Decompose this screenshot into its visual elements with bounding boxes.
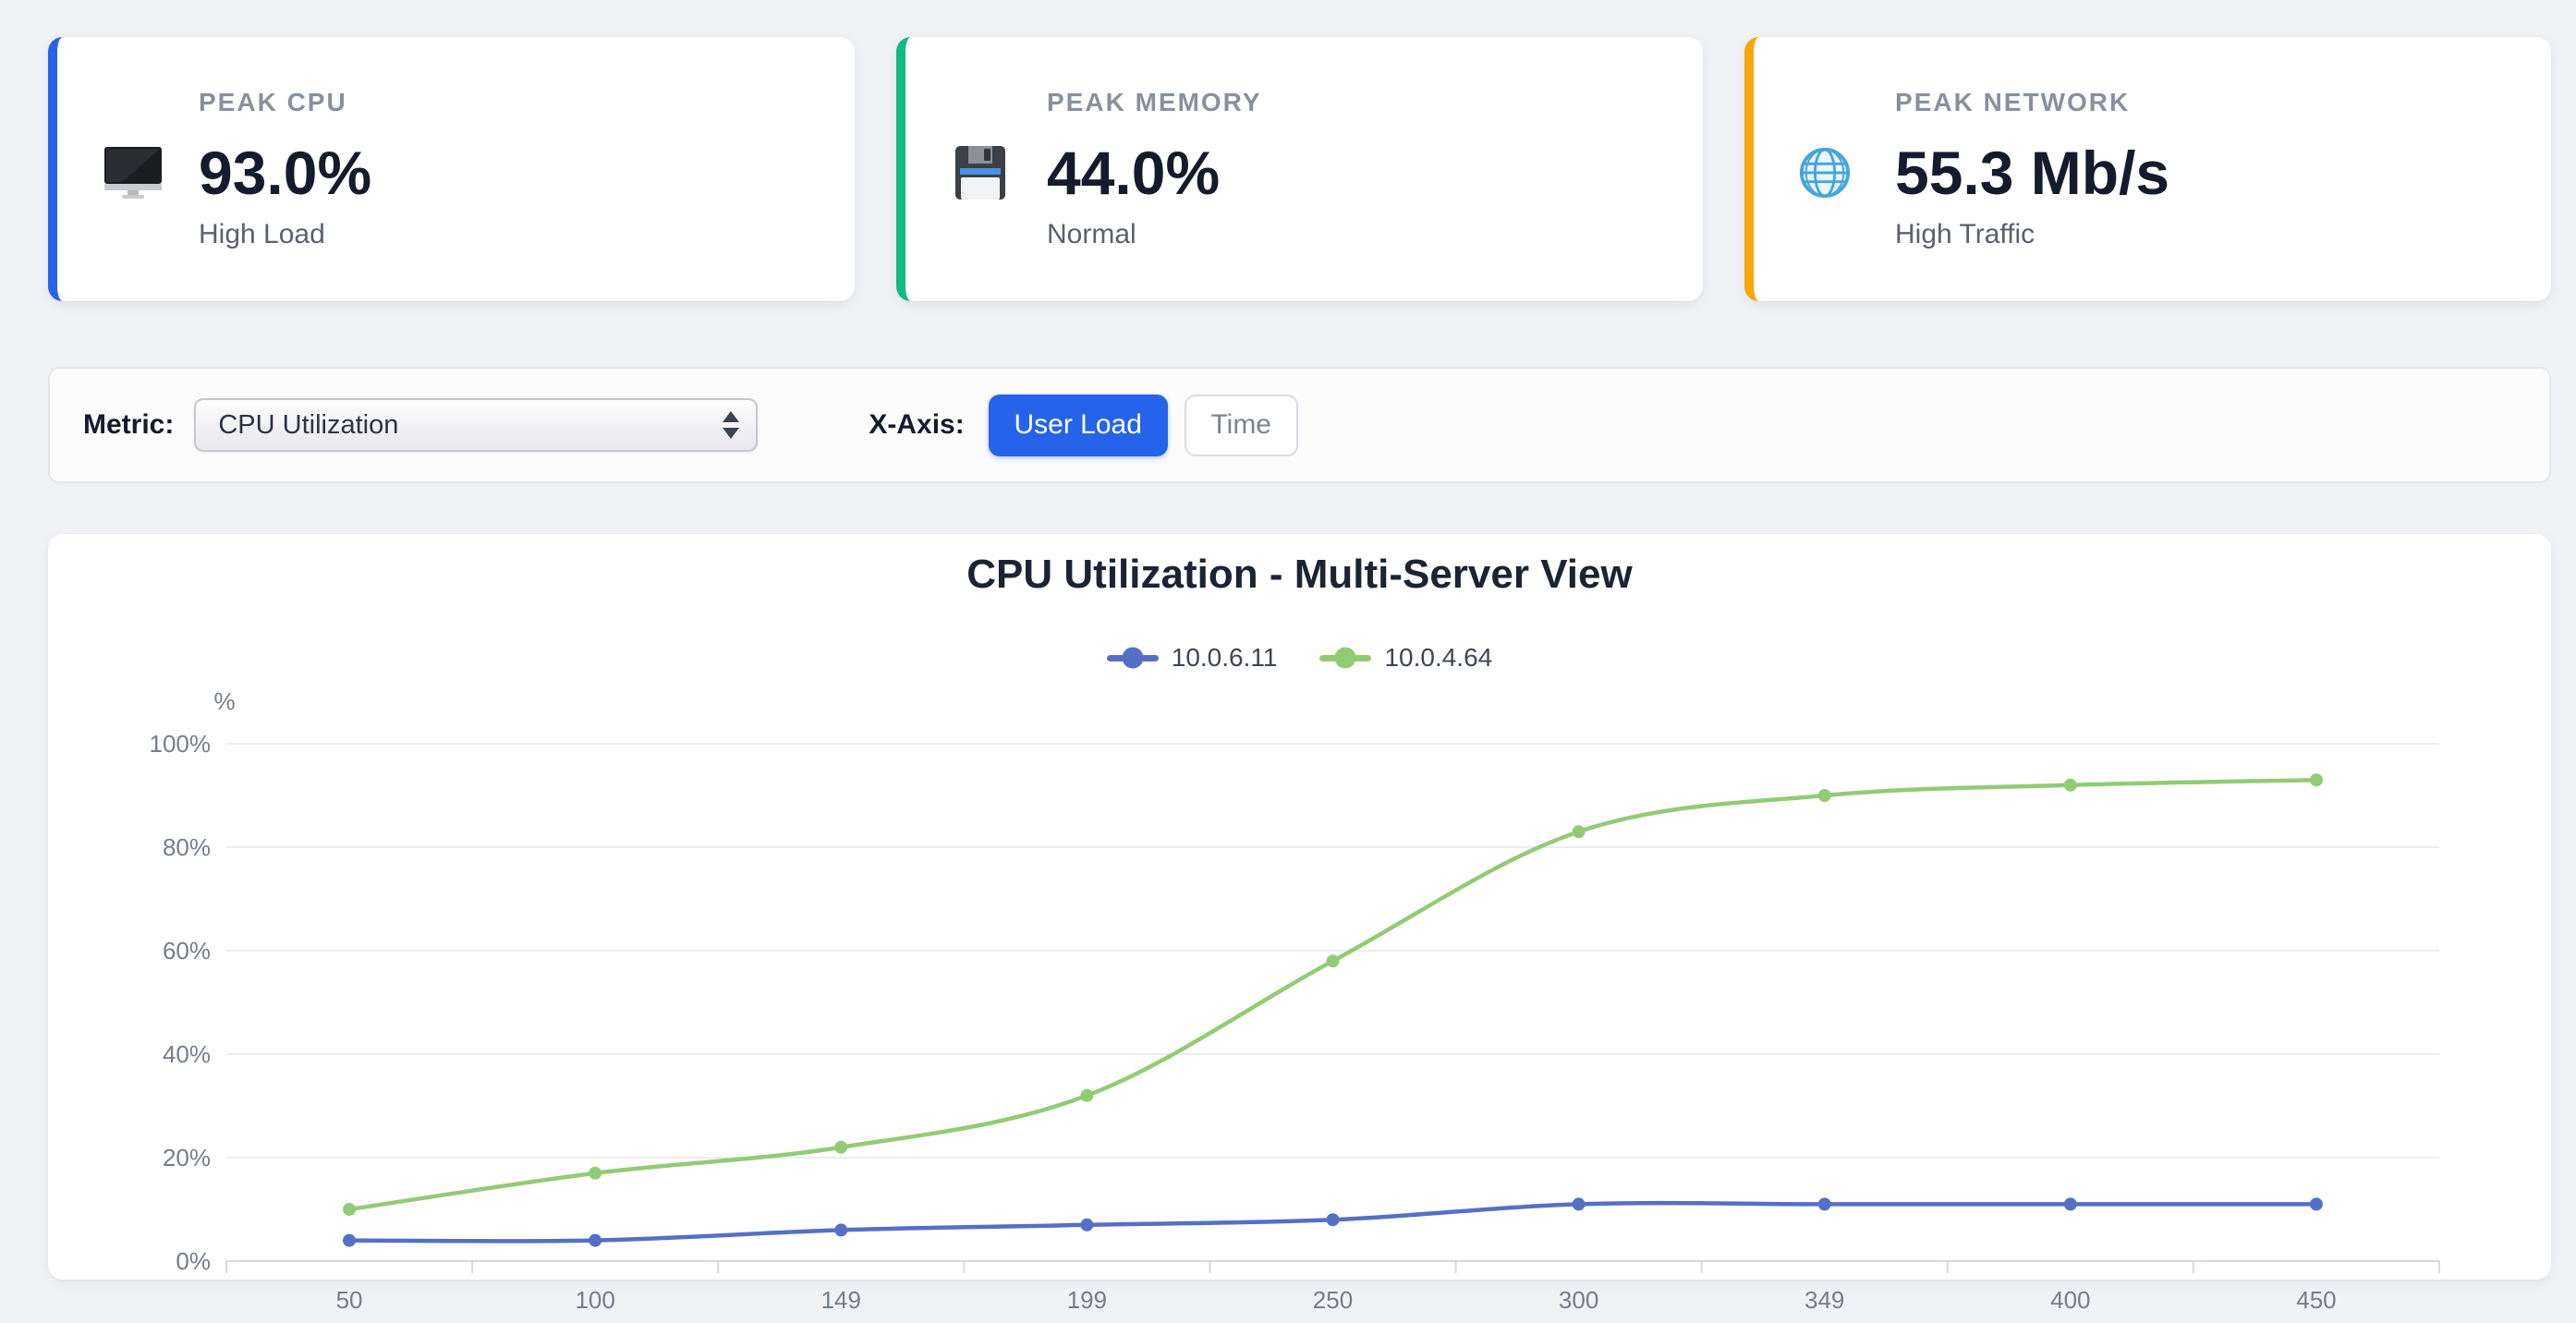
- svg-text:199: 199: [1067, 1286, 1107, 1314]
- stat-status: Normal: [1047, 219, 1136, 249]
- gridlines: [226, 743, 2439, 1159]
- data-point: [2063, 1197, 2077, 1211]
- stat-card-network: PEAK NETWORK 55.3 Mb/s High Traffic: [1744, 37, 2551, 301]
- svg-text:400: 400: [2050, 1286, 2090, 1314]
- svg-text:20%: 20%: [163, 1144, 211, 1171]
- data-point: [834, 1140, 848, 1154]
- stat-value: 55.3 Mb/s: [1895, 139, 2170, 207]
- data-point: [1817, 1197, 1831, 1211]
- metric-label: Metric:: [83, 409, 175, 440]
- globe-icon: [1798, 146, 1861, 200]
- desktop-computer-icon: [102, 146, 164, 200]
- data-point: [2309, 1197, 2323, 1211]
- chart-legend: 10.0.6.11 10.0.4.64: [48, 637, 2551, 678]
- legend-item-10.0.4.64[interactable]: 10.0.4.64: [1319, 643, 1492, 673]
- data-point: [2063, 778, 2077, 792]
- stat-value: 93.0%: [199, 139, 372, 207]
- data-point: [1080, 1218, 1094, 1232]
- xaxis-toggle-time[interactable]: Time: [1184, 394, 1298, 456]
- stat-card-cpu: PEAK CPU 93.0% High Load: [48, 37, 855, 301]
- svg-text:100%: 100%: [150, 730, 212, 758]
- svg-text:100: 100: [575, 1286, 614, 1314]
- legend-label: 10.0.4.64: [1384, 643, 1493, 672]
- stat-card-memory: PEAK MEMORY 44.0% Normal: [896, 37, 1703, 301]
- stat-cards-row: PEAK CPU 93.0% High Load PEAK MEMORY 44.…: [48, 37, 2551, 301]
- data-point: [589, 1233, 602, 1247]
- svg-text:80%: 80%: [163, 833, 211, 861]
- svg-text:149: 149: [821, 1286, 861, 1314]
- xaxis-label: X-Axis:: [869, 409, 965, 440]
- svg-text:450: 450: [2296, 1286, 2336, 1314]
- chart-card: CPU Utilization - Multi-Server View 10.0…: [48, 534, 2551, 1314]
- metric-select[interactable]: CPU Utilization: [194, 398, 759, 452]
- stat-label: PEAK MEMORY: [1047, 88, 1262, 116]
- svg-text:250: 250: [1313, 1286, 1353, 1314]
- data-point: [2309, 773, 2323, 787]
- y-axis-labels: 0% 20% 40% 60% 80% 100%: [150, 730, 212, 1275]
- data-point: [1326, 954, 1340, 968]
- svg-text:0%: 0%: [176, 1247, 211, 1275]
- y-axis-name: %: [213, 687, 235, 715]
- stat-label: PEAK CPU: [199, 88, 347, 116]
- x-axis: [225, 1260, 2440, 1273]
- series-10.0.6.11: [343, 1197, 2323, 1247]
- controls-panel: Metric: CPU Utilization X-Axis: User Loa…: [48, 367, 2551, 483]
- data-point: [1817, 789, 1831, 802]
- chart-title: CPU Utilization - Multi-Server View: [966, 552, 1633, 597]
- series-10.0.4.64: [343, 773, 2323, 1216]
- stat-label: PEAK NETWORK: [1895, 88, 2131, 116]
- svg-text:40%: 40%: [163, 1040, 211, 1068]
- x-axis-labels: 50 100 149 199 250 300 349 400 450: [336, 1286, 2337, 1314]
- legend-label: 10.0.6.11: [1171, 643, 1278, 672]
- data-point: [1326, 1213, 1340, 1227]
- svg-text:349: 349: [1804, 1286, 1844, 1314]
- legend-line-dot-icon: [1106, 647, 1159, 669]
- svg-text:50: 50: [336, 1286, 363, 1314]
- data-point: [1572, 1197, 1586, 1211]
- legend-item-10.0.6.11[interactable]: 10.0.6.11: [1106, 643, 1278, 673]
- data-point: [1572, 825, 1586, 839]
- data-point: [343, 1233, 357, 1247]
- data-point: [589, 1166, 602, 1180]
- xaxis-toggle-user-load[interactable]: User Load: [988, 394, 1168, 456]
- metric-select-wrap: CPU Utilization: [194, 398, 759, 452]
- data-point: [343, 1203, 357, 1216]
- data-point: [1080, 1088, 1094, 1102]
- stat-status: High Traffic: [1895, 219, 2035, 249]
- data-point: [834, 1223, 848, 1237]
- svg-text:60%: 60%: [163, 937, 211, 965]
- stat-value: 44.0%: [1047, 139, 1221, 207]
- stat-status: High Load: [199, 219, 325, 249]
- floppy-disk-icon: [950, 146, 1013, 200]
- legend-line-dot-icon: [1319, 647, 1372, 669]
- svg-text:300: 300: [1559, 1286, 1598, 1314]
